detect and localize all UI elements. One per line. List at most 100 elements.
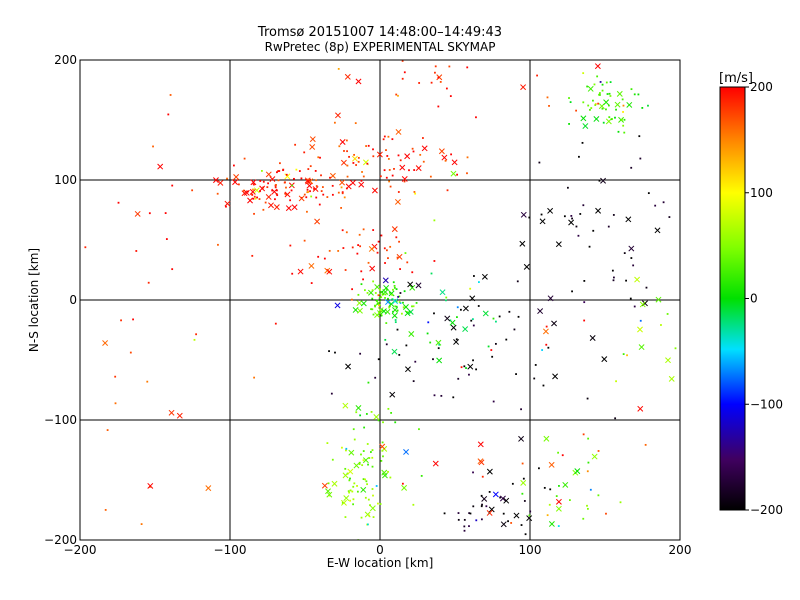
data-point [367, 498, 370, 501]
data-point [253, 183, 255, 186]
data-point [402, 306, 405, 309]
data-point-cross [548, 520, 555, 527]
data-point [290, 189, 293, 192]
data-point [352, 503, 355, 506]
data-point [475, 368, 478, 371]
data-point [507, 520, 509, 523]
data-point [563, 215, 566, 218]
data-point-cross [462, 305, 469, 312]
data-point [592, 99, 594, 102]
data-point [368, 514, 370, 517]
data-point [568, 499, 571, 502]
data-point [647, 192, 650, 195]
data-point [329, 176, 331, 179]
data-point [375, 485, 378, 487]
data-point-cross [668, 375, 675, 382]
data-point [598, 93, 600, 96]
data-point [365, 145, 368, 147]
data-point [333, 121, 336, 124]
data-point [590, 107, 593, 109]
data-point [386, 155, 389, 157]
data-point [589, 108, 591, 111]
data-point-cross [503, 497, 510, 504]
data-point [307, 168, 310, 170]
data-point [438, 343, 441, 346]
data-point-cross [453, 338, 460, 345]
data-point [377, 358, 380, 361]
data-point [305, 196, 308, 199]
data-point [357, 293, 360, 296]
data-point [477, 305, 480, 307]
data-point [582, 517, 585, 520]
data-point [389, 476, 392, 479]
data-point-cross [314, 218, 321, 225]
data-point [382, 138, 385, 141]
data-point [623, 118, 626, 121]
data-point [341, 191, 344, 194]
data-point [352, 428, 355, 431]
data-point [466, 66, 469, 69]
data-point [395, 288, 398, 291]
data-point [303, 239, 306, 242]
data-point [291, 184, 294, 187]
data-point [528, 514, 531, 517]
data-point-cross [339, 179, 346, 186]
data-point [371, 297, 374, 300]
data-point [704, 204, 706, 206]
data-point [217, 243, 219, 246]
data-point-cross [355, 405, 362, 411]
data-point-cross [638, 344, 645, 351]
data-point-cross [147, 482, 154, 489]
data-point [356, 485, 358, 487]
data-point-cross [347, 468, 354, 475]
data-point [216, 192, 219, 195]
data-point-cross [217, 179, 224, 186]
data-point [377, 294, 380, 297]
data-point [420, 474, 423, 477]
data-point [587, 461, 590, 464]
data-point-cross [284, 173, 291, 180]
data-point-cross [335, 112, 341, 119]
data-point [323, 257, 326, 260]
data-point [612, 214, 615, 216]
data-point [593, 83, 596, 86]
data-point [586, 85, 589, 88]
data-point [374, 292, 377, 294]
data-point [347, 490, 350, 493]
data-point-cross [499, 495, 506, 502]
data-point [378, 304, 380, 307]
data-point-cross [391, 226, 398, 233]
data-point [251, 193, 254, 196]
data-point [374, 376, 377, 379]
data-point [351, 246, 354, 249]
data-point [599, 92, 601, 94]
data-point [602, 121, 605, 124]
data-point [362, 228, 365, 231]
data-point [394, 319, 397, 321]
data-point [366, 162, 369, 165]
data-point [601, 107, 604, 110]
data-point [620, 118, 623, 121]
data-point [394, 305, 397, 308]
data-point [104, 509, 107, 511]
data-point [615, 108, 617, 111]
x-tick-label: 200 [669, 543, 692, 557]
data-point [359, 414, 362, 417]
data-point [393, 285, 396, 287]
data-point-cross [395, 128, 402, 135]
data-point-cross [488, 506, 495, 513]
data-point [361, 171, 363, 173]
data-point [430, 272, 433, 275]
data-point [276, 171, 278, 174]
data-point [135, 250, 138, 252]
data-point-cross [403, 448, 410, 455]
data-point [284, 192, 287, 195]
data-point [353, 438, 356, 441]
data-point [528, 216, 531, 219]
data-point-cross [380, 308, 387, 315]
data-point [326, 196, 329, 198]
data-point [289, 244, 292, 247]
y-tick-label: −100 [44, 413, 77, 427]
data-point [538, 467, 540, 470]
data-point-cross [438, 148, 445, 155]
